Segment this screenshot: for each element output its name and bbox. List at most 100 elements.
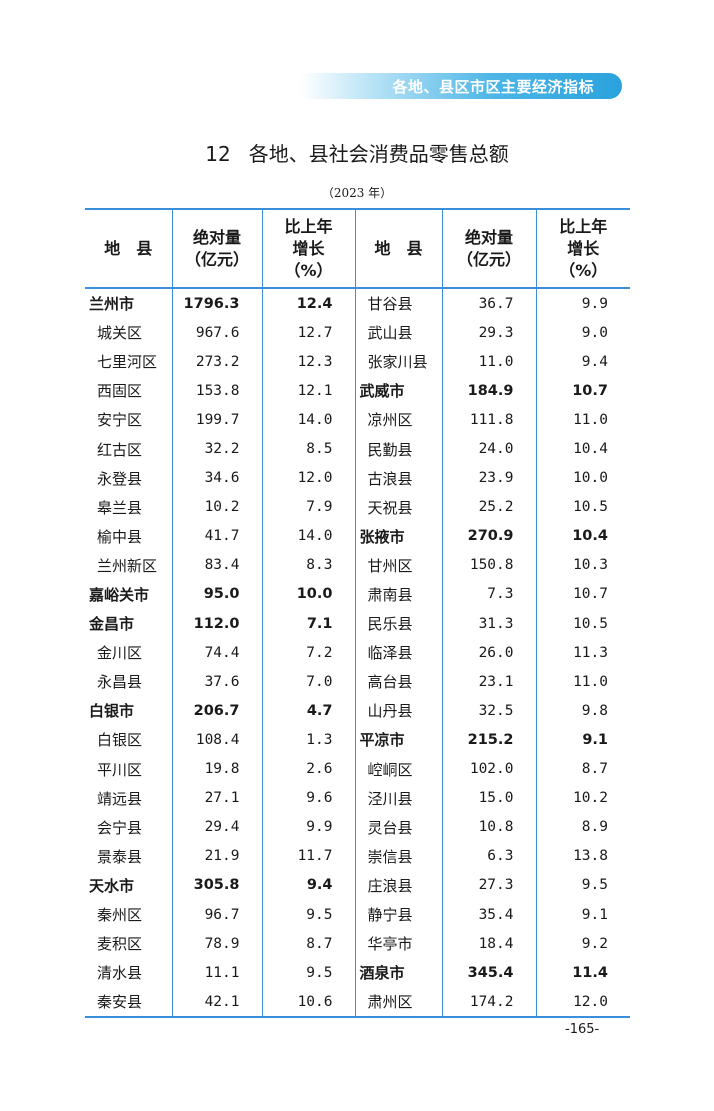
region-name: 凉州区 [354,405,442,435]
region-name: 酒泉市 [354,958,442,988]
table-row: 榆中县 41.7 14.0 张掖市 270.9 10.4 [85,521,630,551]
table-row: 兰州新区 83.4 8.3 甘州区 150.8 10.3 [85,550,630,580]
growth-value: 9.1 [535,725,630,755]
growth-value: 9.9 [261,812,355,842]
region-name: 天水市 [89,876,135,895]
amount-value: 7.3 [441,579,536,610]
growth-value: 7.2 [261,638,355,668]
region-name: 天祝县 [354,492,442,522]
amount-value: 11.0 [441,347,536,377]
table-row: 兰州市 1796.3 12.4 甘谷县 36.7 9.9 [85,288,630,319]
growth-value: 10.4 [535,434,630,464]
region-name: 兰州市 [89,295,135,314]
growth-value: 12.4 [261,288,355,319]
amount-value: 23.1 [441,667,536,697]
amount-value: 34.6 [171,463,262,493]
growth-value: 9.0 [535,318,630,348]
region-name: 武威市 [354,376,442,406]
growth-value: 9.6 [261,783,355,813]
region-name: 平凉市 [354,725,442,755]
table-row: 城关区 967.6 12.7 武山县 29.3 9.0 [85,318,630,348]
amount-value: 102.0 [441,754,536,784]
region-name: 七里河区 [97,353,158,372]
amount-value: 108.4 [171,725,262,755]
amount-value: 111.8 [441,405,536,435]
amount-value: 345.4 [441,958,536,988]
region-name: 麦积区 [97,935,143,954]
growth-value: 10.7 [535,376,630,406]
region-name: 西固区 [97,382,143,401]
region-name: 白银区 [97,731,143,750]
header-amount: 绝对量 （亿元） [171,208,262,289]
region-name: 泾川县 [354,783,442,813]
region-name: 金川区 [97,644,143,663]
amount-value: 305.8 [171,870,262,900]
growth-value: 9.5 [261,958,355,988]
growth-value: 8.3 [261,550,355,580]
growth-value: 7.0 [261,667,355,697]
amount-value: 273.2 [171,347,262,377]
table-header-row: 地 县 绝对量 （亿元） 比上年 增长 （%） 地 县 绝对量 （亿元） 比上年 增长 （%… [85,208,630,289]
header-growth: 比上年 增长 （%） [535,208,630,289]
growth-value: 10.7 [535,579,630,610]
region-name: 皋兰县 [97,498,143,517]
growth-value: 9.5 [261,899,355,930]
amount-value: 11.1 [171,958,262,988]
region-name: 永登县 [97,469,143,488]
table-row: 嘉峪关市 95.0 10.0 肃南县 7.3 10.7 [85,579,630,610]
growth-value: 14.0 [261,521,355,551]
region-name: 肃州区 [354,987,442,1019]
amount-value: 74.4 [171,638,262,668]
region-name: 武山县 [354,318,442,348]
growth-value: 4.7 [261,696,355,726]
region-name: 景泰县 [97,847,143,866]
amount-value: 78.9 [171,929,262,959]
table-row: 七里河区 273.2 12.3 张家川县 11.0 9.4 [85,347,630,377]
region-name: 灵台县 [354,812,442,842]
table-row: 景泰县 21.9 11.7 崇信县 6.3 13.8 [85,841,630,871]
table-row: 靖远县 27.1 9.6 泾川县 15.0 10.2 [85,783,630,813]
growth-value: 11.0 [535,667,630,697]
amount-value: 153.8 [171,376,262,406]
amount-value: 29.4 [171,812,262,842]
region-name: 张掖市 [354,521,442,551]
region-name: 靖远县 [97,789,143,808]
table-row: 永昌县 37.6 7.0 高台县 23.1 11.0 [85,667,630,697]
region-name: 庄浪县 [354,870,442,900]
amount-value: 18.4 [441,929,536,959]
amount-value: 31.3 [441,609,536,639]
region-name: 民乐县 [354,609,442,639]
table-row: 白银区 108.4 1.3 平凉市 215.2 9.1 [85,725,630,755]
region-name: 白银市 [89,702,135,721]
amount-value: 42.1 [171,987,262,1019]
table-row: 清水县 11.1 9.5 酒泉市 345.4 11.4 [85,958,630,988]
page-title: 12 各地、县社会消费品零售总额 [0,138,714,167]
growth-value: 9.4 [261,870,355,900]
amount-value: 36.7 [441,288,536,319]
growth-value: 8.7 [261,929,355,959]
growth-value: 10.0 [261,579,355,610]
growth-value: 11.3 [535,638,630,668]
growth-value: 12.3 [261,347,355,377]
amount-value: 199.7 [171,405,262,435]
amount-value: 23.9 [441,463,536,493]
region-name: 兰州新区 [97,556,158,575]
region-name: 金昌市 [89,615,135,634]
table-row: 秦安县 42.1 10.6 肃州区 174.2 12.0 [85,987,630,1019]
region-name: 静宁县 [354,899,442,930]
amount-value: 15.0 [441,783,536,813]
growth-value: 7.9 [261,492,355,522]
growth-value: 9.4 [535,347,630,377]
growth-value: 12.0 [261,463,355,493]
growth-value: 10.5 [535,609,630,639]
region-name: 华亭市 [354,929,442,959]
region-name: 会宁县 [97,818,143,837]
table-row: 永登县 34.6 12.0 古浪县 23.9 10.0 [85,463,630,493]
table-title: 各地、县社会消费品零售总额 [248,142,509,166]
table-row: 平川区 19.8 2.6 崆峒区 102.0 8.7 [85,754,630,784]
region-name: 崆峒区 [354,754,442,784]
table-row: 白银市 206.7 4.7 山丹县 32.5 9.8 [85,696,630,726]
amount-value: 967.6 [171,318,262,348]
header-region: 地 县 [354,208,442,289]
growth-value: 8.9 [535,812,630,842]
